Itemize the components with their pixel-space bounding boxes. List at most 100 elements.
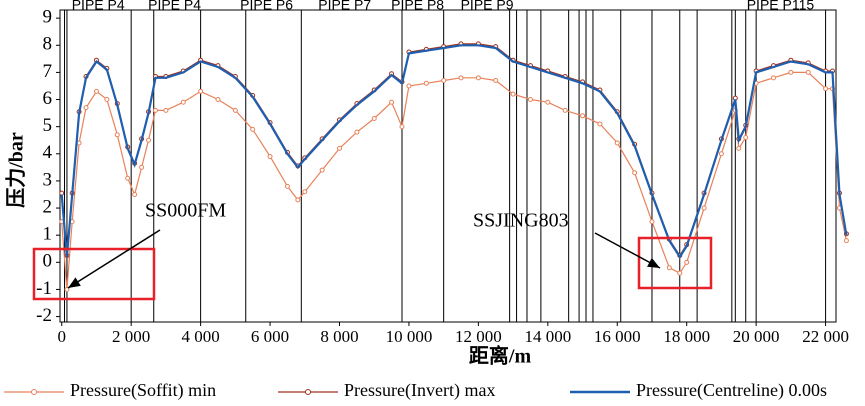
callout-arrow: [67, 229, 161, 289]
y-tick-label: 8: [43, 34, 53, 55]
series-line: [61, 43, 847, 257]
legend-label: Pressure(Soffit) min: [70, 380, 216, 401]
y-axis-label: 压力/bar: [5, 132, 28, 208]
series-marker: [232, 107, 238, 113]
series-marker: [843, 238, 849, 244]
plot-frame: [59, 9, 837, 323]
x-tick-label: 8 000: [320, 327, 358, 346]
y-tick-label: -2: [36, 305, 52, 326]
series-marker: [545, 99, 551, 105]
pipe-label: PIPE P4: [148, 0, 201, 13]
pipe-label: PIPE P7: [318, 0, 371, 13]
y-tick-label: 1: [43, 224, 53, 245]
series-marker: [743, 135, 749, 141]
y-tick-label: -1: [36, 278, 52, 299]
series-marker: [677, 270, 683, 276]
series-marker: [406, 83, 412, 89]
x-tick-label: 2 000: [112, 327, 150, 346]
series-marker: [441, 78, 447, 84]
x-tick-label: 6 000: [251, 327, 289, 346]
series-marker: [284, 183, 290, 189]
x-axis-label: 距离/m: [469, 344, 532, 368]
series-marker: [788, 69, 794, 75]
series-marker: [823, 86, 829, 92]
x-tick-label: 0: [57, 327, 66, 346]
series-line: [61, 71, 847, 290]
series-marker: [701, 205, 707, 211]
callout-label: SS000FM: [145, 200, 226, 222]
series-marker: [493, 78, 499, 84]
y-tick-label: 7: [43, 61, 53, 82]
series-marker: [180, 99, 186, 105]
x-tick-label: 4 000: [181, 327, 219, 346]
pipe-label: PIPE P6: [240, 0, 293, 13]
x-tick-label: 12 000: [455, 327, 502, 346]
legend-label: Pressure(Invert) max: [344, 380, 495, 401]
series-marker: [104, 97, 110, 103]
x-tick-label: 10 000: [386, 327, 433, 346]
series-marker: [64, 286, 70, 292]
series-marker: [163, 107, 169, 113]
callout-label: SSJING803: [473, 210, 569, 232]
pipe-label: PIPE P9: [461, 0, 514, 13]
x-tick-label: 18 000: [663, 327, 710, 346]
series-line: [60, 44, 848, 259]
series-marker: [614, 140, 620, 146]
series-marker: [666, 265, 672, 271]
series-marker: [771, 75, 777, 81]
series-marker: [399, 124, 405, 130]
series-marker: [562, 107, 568, 113]
legend-marker: [305, 389, 311, 395]
series-marker: [580, 113, 586, 119]
series-marker: [597, 121, 603, 127]
series-marker: [152, 107, 158, 113]
legend-marker: [31, 389, 37, 395]
series-marker: [458, 75, 464, 81]
series-marker: [93, 88, 99, 94]
series-marker: [114, 132, 120, 138]
y-tick-label: 9: [43, 6, 53, 27]
series-marker: [718, 151, 724, 157]
series-marker: [198, 88, 204, 94]
series-marker: [302, 189, 308, 195]
series-marker: [139, 164, 145, 170]
series-marker: [132, 191, 138, 197]
series-marker: [510, 91, 516, 97]
x-tick-label: 16 000: [594, 327, 641, 346]
y-tick-label: 4: [43, 142, 53, 163]
pipe-label: PIPE P8: [391, 0, 444, 13]
series-marker: [389, 99, 395, 105]
callout-arrow: [594, 232, 661, 269]
series-marker: [336, 145, 342, 151]
y-tick-label: 0: [43, 251, 53, 272]
x-tick-label: 22 000: [802, 327, 849, 346]
callout-box: [637, 236, 713, 290]
x-tick-label: 20 000: [733, 327, 780, 346]
pipe-label: PIPE P115: [747, 0, 815, 13]
series-marker: [215, 97, 221, 103]
series-marker: [295, 197, 301, 203]
callout-arrowhead: [68, 277, 81, 288]
x-tick-label: 14 000: [524, 327, 571, 346]
series-marker: [371, 116, 377, 122]
series-marker: [267, 154, 273, 160]
series-marker: [423, 80, 429, 86]
pipe-label: PIPE P4: [72, 0, 125, 13]
callout-box: [32, 247, 156, 301]
series-marker: [736, 145, 742, 151]
series-marker: [250, 126, 256, 132]
series-marker: [684, 259, 690, 265]
series-marker: [632, 170, 638, 176]
callout-arrowhead: [647, 257, 660, 268]
series-marker: [805, 69, 811, 75]
series-marker: [475, 75, 481, 81]
y-tick-label: 2: [43, 196, 53, 217]
series-marker: [146, 137, 152, 143]
series-marker: [83, 105, 89, 111]
series-marker: [527, 97, 533, 103]
y-tick-label: 6: [43, 88, 53, 109]
series-marker: [649, 219, 655, 225]
series-marker: [354, 129, 360, 135]
series-marker: [319, 167, 325, 173]
